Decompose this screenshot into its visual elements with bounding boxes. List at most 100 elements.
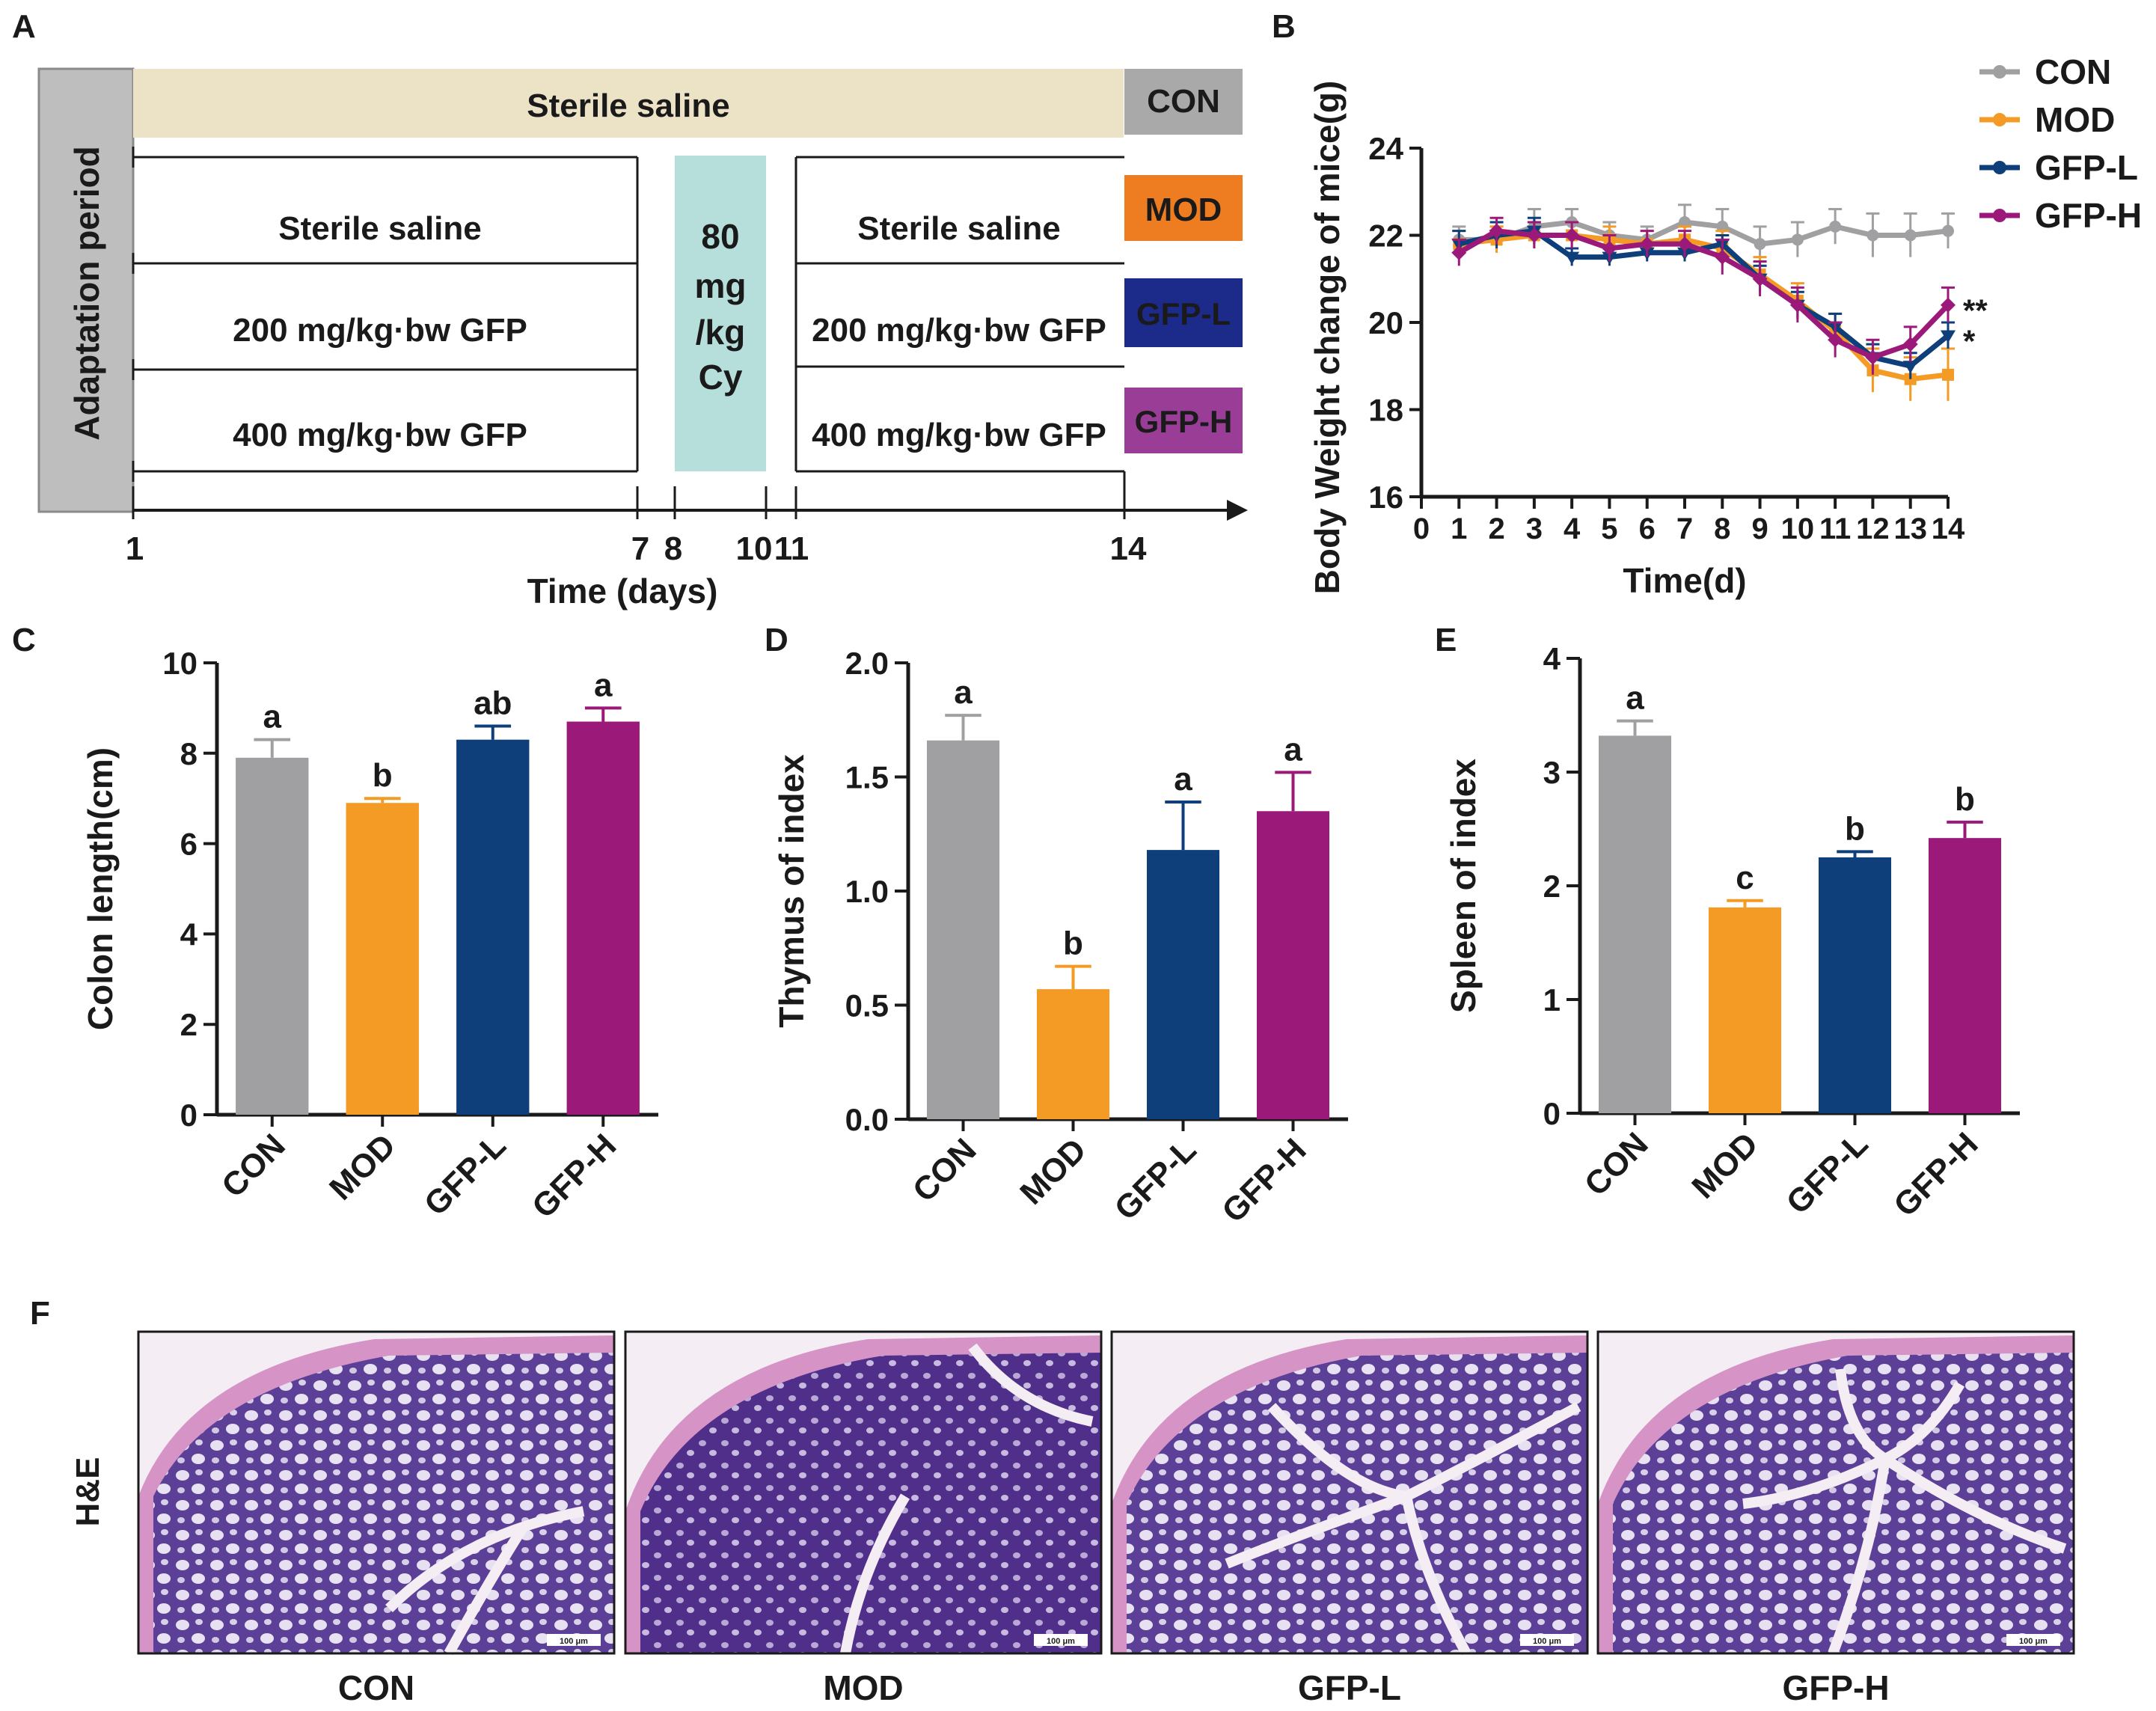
significance-letter: b [1845,810,1865,847]
y-tick-label: 0 [180,1098,197,1133]
significance-mark: ** [1963,293,1988,328]
series-gfp-h [1451,216,1956,375]
x-tick-label: 4 [1564,512,1581,545]
data-point [1865,349,1881,365]
significance-letter: b [1955,781,1975,818]
y-tick-label: 22 [1368,218,1403,254]
bar-con [926,740,1000,1119]
adaptation-label: Adaptation period [67,146,106,441]
bar-gfp-l [456,739,530,1115]
y-tick-label: 2 [1543,869,1561,904]
x-tick-label: 6 [1639,512,1656,545]
x-tick-label: 5 [1601,512,1617,545]
data-point [1564,251,1580,265]
data-point [1904,229,1917,242]
dose400-right-label: 400 mg/kg·bw GFP [812,417,1106,453]
scale-bar-gfpl: 100 μm [1533,1637,1561,1646]
histology-panel: H&E 100 μm 100 μm 100 μm [70,1330,2075,1707]
histology-image-con: 100 μm [137,1330,616,1656]
y-tick-label: 0 [1543,1096,1561,1131]
legend-item-con: CON [1979,52,2111,91]
legend-label: GFP-L [2035,148,2138,187]
data-point [1677,236,1692,252]
bar-gfp-l [1146,850,1220,1119]
legend-marker [1993,209,2006,222]
panel-label-b: B [1272,8,1296,45]
group-box-mod [1124,175,1243,241]
cy-label-4: Cy [699,358,743,397]
legend-item-mod: MOD [1979,100,2115,139]
timeline-tick-7: 7 [631,530,649,567]
x-tick-label: 3 [1526,512,1543,545]
data-point [1866,229,1879,242]
bar-con [1598,735,1672,1113]
timeline-tick-8: 8 [664,530,682,567]
y-tick-label: 18 [1368,393,1403,428]
significance-letter: c [1736,860,1754,896]
x-tick-label: GFP-L [1108,1131,1204,1227]
bar-gfp-h [1256,811,1330,1119]
x-tick-label: 0 [1413,512,1430,545]
x-tick-label: MOD [1685,1125,1765,1205]
histology-label-con: CON [338,1668,414,1707]
histology-image-gfph: 100 μm [1596,1330,2075,1656]
y-tick-label: 1.5 [845,760,889,795]
histology-label-gfph: GFP-H [1782,1668,1889,1707]
legend-label: GFP-H [2035,196,2142,235]
timeline-xlabel: Time (days) [527,572,718,610]
scale-bar-con: 100 μm [560,1637,588,1646]
significance-letter: a [1174,761,1192,798]
group-box-gfpl [1124,278,1243,347]
x-tick-label: CON [215,1127,293,1205]
data-point [1489,223,1504,239]
x-tick-label: 7 [1676,512,1693,545]
histology-label-gfpl: GFP-L [1298,1668,1401,1707]
x-tick-label: GFP-L [417,1127,513,1222]
x-tick-label: MOD [322,1127,402,1207]
bar-gfp-h [1928,838,2002,1113]
x-tick-label: GFP-H [525,1127,623,1225]
data-point [1791,233,1804,246]
significance-mark: * [1963,323,1976,358]
saline-top-label: Sterile saline [527,88,729,124]
bar-mod [1708,907,1782,1113]
y-tick-label: 4 [1543,641,1561,676]
x-tick-label: GFP-H [1215,1131,1313,1229]
legend-item-gfp-h: GFP-H [1979,196,2142,235]
y-tick-label: 0.5 [845,988,889,1023]
x-tick-label: 11 [1819,512,1851,545]
y-tick-label: 24 [1368,131,1403,166]
y-tick-label: 1.0 [845,874,889,909]
legend-marker [1993,65,2006,79]
panel-label-e: E [1435,622,1457,658]
data-point [1451,245,1467,260]
panel-label-f: F [30,1295,50,1332]
y-tick-label: 20 [1368,305,1403,340]
data-point [1829,220,1842,233]
legend-item-gfp-l: GFP-L [1979,148,2138,187]
y-tick-label: 3 [1543,755,1561,790]
legend-marker [1993,161,2006,174]
y-axis-title: Colon length(cm) [81,747,120,1030]
data-point [1752,271,1768,287]
y-tick-label: 16 [1368,480,1403,515]
legend-marker [1993,113,2006,126]
data-point [1789,297,1805,313]
x-tick-label: GFP-H [1887,1125,1985,1223]
timeline-tick-10: 10 [736,530,773,567]
group-box-con [1124,69,1243,135]
histology-image-gfpl: 100 μm [1110,1330,1589,1656]
panel-label-c: C [12,622,36,658]
bar-gfp-l [1818,857,1892,1113]
data-point [1602,240,1617,256]
legend-label: CON [2035,52,2111,91]
data-point [1679,216,1691,229]
thymus-index-chart: 0.0 0.5 1.0 1.5 2.0 Thymus of index a CON b MOD a G… [772,646,1348,1230]
y-tick-label: 6 [180,827,197,862]
bar-con [236,757,309,1115]
y-tick-label: 2.0 [845,646,889,681]
data-point [1942,368,1954,381]
timeline-arrow [1227,500,1248,521]
